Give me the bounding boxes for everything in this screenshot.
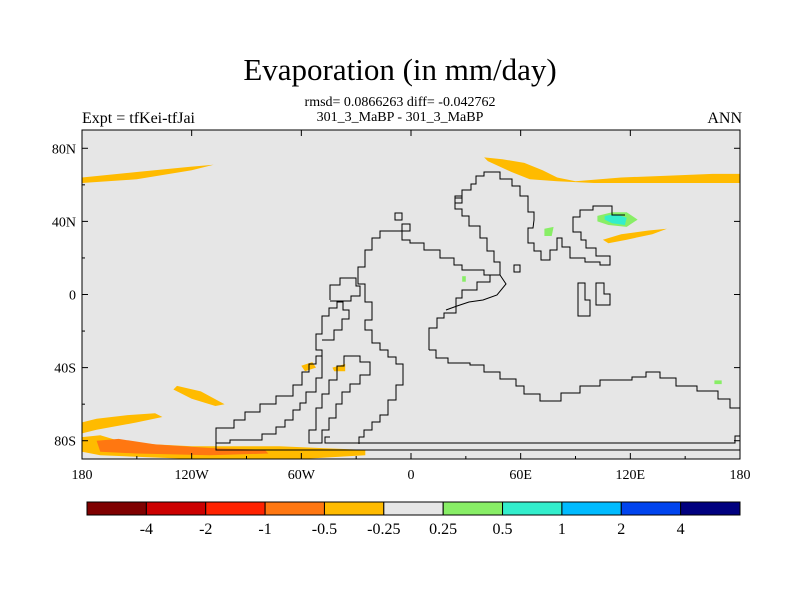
y-tick-label: 80N	[52, 142, 76, 157]
coastline-island-east-2	[595, 282, 611, 306]
coastline-island-north-3	[513, 264, 521, 273]
colorbar-swatch	[323, 501, 385, 516]
contour-region-3	[173, 385, 225, 406]
plot-background	[82, 130, 740, 459]
colorbar-label: 0.25	[429, 521, 457, 538]
colorbar-swatch	[561, 501, 622, 516]
x-tick-label: 0	[408, 468, 415, 483]
contour-region-1	[484, 157, 740, 183]
coastline-island-east-1	[577, 282, 591, 317]
coastline-island-north-1	[394, 212, 403, 221]
rmsd-diff-line: rmsd= 0.0866263 diff= -0.042762	[304, 95, 496, 110]
colorbar-swatch	[86, 501, 147, 516]
x-tick-label: 180	[72, 468, 93, 483]
contour-region-11	[462, 276, 466, 282]
colorbar-label: -4	[140, 521, 153, 538]
colorbar-label: 0.5	[493, 521, 513, 538]
colorbar-label: 2	[617, 521, 625, 538]
coastlines	[215, 171, 740, 451]
contour-region-10	[544, 226, 554, 236]
x-tick-label: 60E	[509, 468, 532, 483]
season-label: ANN	[707, 110, 742, 127]
chart-title: Evaporation (in mm/day)	[243, 52, 557, 87]
contour-fills	[82, 157, 740, 459]
contour-region-13	[604, 214, 627, 225]
coastline-island-north-2	[401, 223, 411, 232]
colorbar-label: 1	[558, 521, 566, 538]
colorbar-swatch	[502, 501, 563, 516]
colorbar-swatch	[264, 501, 325, 516]
contour-region-0	[82, 164, 214, 183]
colorbar-label: -1	[258, 521, 271, 538]
y-tick-label: 40N	[52, 215, 76, 230]
colorbar-swatch	[205, 501, 266, 516]
coastline-west-island	[329, 277, 361, 302]
x-tick-label: 120E	[616, 468, 646, 483]
contour-region-2	[602, 228, 667, 244]
colorbar-swatch	[620, 501, 682, 516]
y-axis: 80N 40N 0 40S 80S	[52, 142, 740, 450]
colorbar-swatch	[383, 501, 444, 516]
colorbar-label: -2	[199, 521, 212, 538]
coastline-island-caspian	[454, 195, 463, 204]
colorbar-label: 4	[677, 521, 685, 538]
coastline-africa-west	[428, 274, 500, 350]
chart-stats: rmsd= 0.0866263 diff= -0.042762 301_3_Ma…	[0, 95, 800, 125]
coastline-west-strip	[315, 301, 350, 362]
y-tick-label: 80S	[54, 435, 76, 450]
x-tick-label: 60W	[288, 468, 316, 483]
contour-region-4	[82, 413, 163, 434]
colorbar-label: -0.5	[312, 521, 337, 538]
colorbar-swatch	[680, 501, 741, 516]
x-tick-label: 120W	[175, 468, 210, 483]
coastline-south-land-1	[215, 355, 323, 444]
coastline-inner-sea	[445, 274, 507, 311]
experiment-label: Expt = tfKei-tfJai	[82, 110, 195, 127]
contour-region-12	[714, 380, 722, 385]
coastline-south-land-2	[308, 355, 371, 444]
colorbar-swatch	[442, 501, 504, 516]
y-tick-label: 0	[69, 289, 76, 304]
colorbar: -4 -2 -1 -0.5 -0.25 0.25 0.5 1 2 4	[86, 501, 741, 538]
x-axis: 180 120W 60W 0 60E 120E 180	[72, 130, 751, 483]
colorbar-swatch	[145, 501, 207, 516]
case-line: 301_3_MaBP - 301_3_MaBP	[316, 110, 484, 125]
contour-region-8	[96, 438, 269, 456]
x-tick-label: 180	[730, 468, 751, 483]
coastline-southwest-piece	[215, 443, 740, 451]
coastline-africa-south	[324, 349, 740, 444]
colorbar-label: -0.25	[367, 521, 400, 538]
coastline-eurasia-africa	[358, 319, 404, 444]
y-tick-label: 40S	[54, 362, 76, 377]
